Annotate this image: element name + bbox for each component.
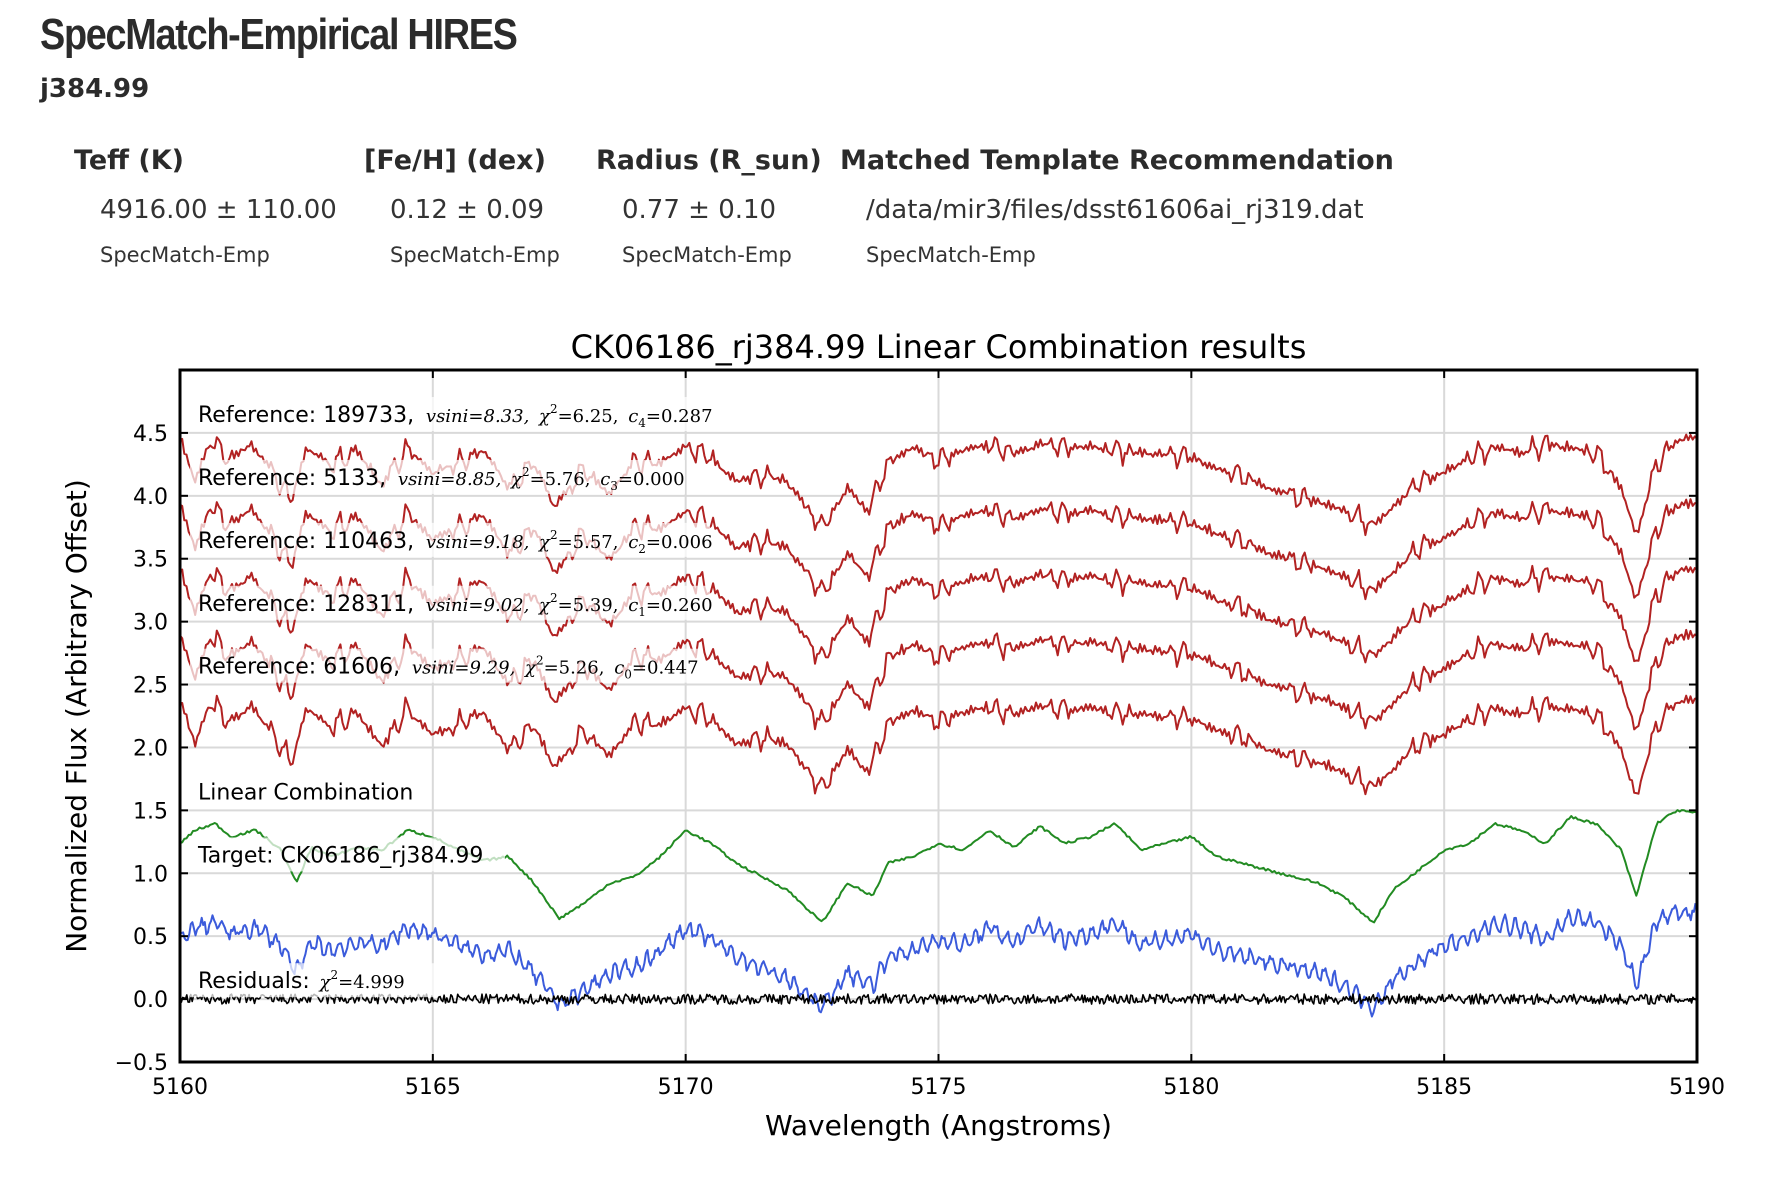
series-label: Reference: 61606, vsini=9.29, χ2=5.26, c… bbox=[198, 654, 699, 682]
linear-combination-label: Linear Combination bbox=[190, 774, 420, 809]
series-label: Residuals: χ2=4.999 bbox=[198, 968, 405, 994]
linear-combination-chart: CK06186_rj384.99 Linear Combination resu… bbox=[60, 328, 1725, 1142]
reference-label-189733: Reference: 189733, vsini=8.33, χ2=6.25, … bbox=[190, 397, 720, 432]
target-label: Target: CK06186_rj384.99 bbox=[190, 837, 505, 872]
param-source: SpecMatch-Emp bbox=[622, 243, 792, 267]
param-template: Matched Template Recommendation /data/mi… bbox=[840, 145, 1394, 267]
param-source: SpecMatch-Emp bbox=[390, 243, 560, 267]
residuals-label: Residuals: χ2=4.999 bbox=[190, 963, 435, 998]
param-label: Matched Template Recommendation bbox=[840, 145, 1394, 176]
param-source: SpecMatch-Emp bbox=[100, 243, 270, 267]
reference-spectrum-4 bbox=[179, 694, 1698, 796]
series-label: Linear Combination bbox=[198, 780, 413, 805]
label-background bbox=[190, 837, 505, 872]
label-background bbox=[190, 648, 700, 683]
x-tick-label: 5165 bbox=[405, 1075, 461, 1100]
label-background bbox=[190, 459, 685, 494]
residuals-line bbox=[179, 993, 1698, 1005]
x-tick-label: 5190 bbox=[1669, 1075, 1725, 1100]
label-background bbox=[190, 522, 710, 557]
y-axis-label: Normalized Flux (Arbitrary Offset) bbox=[60, 479, 93, 953]
param-value: 0.12 ± 0.09 bbox=[390, 195, 545, 225]
param-label: Radius (R_sun) bbox=[596, 145, 822, 176]
x-axis-label: Wavelength (Angstroms) bbox=[765, 1109, 1112, 1142]
param-feh: [Fe/H] (dex) 0.12 ± 0.09 SpecMatch-Emp bbox=[364, 145, 560, 267]
series-label: Reference: 5133, vsini=8.85, χ2=5.76, c3… bbox=[198, 465, 685, 493]
param-value: 0.77 ± 0.10 bbox=[622, 195, 777, 225]
y-tick-label: 0.0 bbox=[133, 988, 168, 1013]
series-label: Target: CK06186_rj384.99 bbox=[197, 843, 483, 868]
y-tick-label: 4.5 bbox=[133, 422, 168, 447]
x-tick-label: 5180 bbox=[1163, 1075, 1219, 1100]
param-value: 4916.00 ± 110.00 bbox=[100, 195, 337, 225]
y-tick-label: 3.5 bbox=[133, 548, 168, 573]
param-label: [Fe/H] (dex) bbox=[364, 145, 546, 176]
y-tick-label: 2.0 bbox=[133, 736, 168, 761]
y-tick-label: 3.0 bbox=[133, 611, 168, 636]
series-label: Reference: 189733, vsini=8.33, χ2=6.25, … bbox=[198, 402, 713, 430]
y-tick-label: −0.5 bbox=[115, 1051, 168, 1076]
label-background bbox=[190, 397, 720, 432]
y-tick-label: 4.0 bbox=[133, 485, 168, 510]
param-source: SpecMatch-Emp bbox=[866, 243, 1036, 267]
param-radius: Radius (R_sun) 0.77 ± 0.10 SpecMatch-Emp bbox=[596, 145, 822, 267]
page-title: SpecMatch-Empirical HIRES bbox=[40, 10, 518, 59]
x-tick-label: 5185 bbox=[1416, 1075, 1472, 1100]
series-label: Reference: 110463, vsini=9.18, χ2=5.57, … bbox=[198, 528, 713, 556]
y-tick-label: 2.5 bbox=[133, 674, 168, 699]
y-tick-label: 1.5 bbox=[133, 799, 168, 824]
series-label: Reference: 128311, vsini=9.02, χ2=5.39, … bbox=[198, 591, 713, 619]
x-tick-label: 5160 bbox=[152, 1075, 208, 1100]
reference-label-110463: Reference: 110463, vsini=9.18, χ2=5.57, … bbox=[190, 522, 713, 557]
x-tick-label: 5175 bbox=[911, 1075, 967, 1100]
param-label: Teff (K) bbox=[74, 145, 185, 176]
y-tick-label: 0.5 bbox=[133, 925, 168, 950]
param-teff: Teff (K) 4916.00 ± 110.00 SpecMatch-Emp bbox=[74, 145, 337, 267]
x-tick-label: 5170 bbox=[658, 1075, 714, 1100]
label-background bbox=[190, 774, 420, 809]
y-tick-label: 1.0 bbox=[133, 862, 168, 887]
reference-label-5133: Reference: 5133, vsini=8.85, χ2=5.76, c3… bbox=[190, 459, 685, 494]
param-value: /data/mir3/files/dsst61606ai_rj319.dat bbox=[866, 195, 1364, 225]
page-subtitle: j384.99 bbox=[40, 74, 150, 104]
reference-label-61606: Reference: 61606, vsini=9.29, χ2=5.26, c… bbox=[190, 648, 700, 683]
label-background bbox=[190, 585, 710, 620]
chart-title: CK06186_rj384.99 Linear Combination resu… bbox=[571, 328, 1307, 366]
reference-label-128311: Reference: 128311, vsini=9.02, χ2=5.39, … bbox=[190, 585, 713, 620]
target-spectrum-line bbox=[179, 903, 1697, 1018]
label-background bbox=[190, 963, 435, 998]
